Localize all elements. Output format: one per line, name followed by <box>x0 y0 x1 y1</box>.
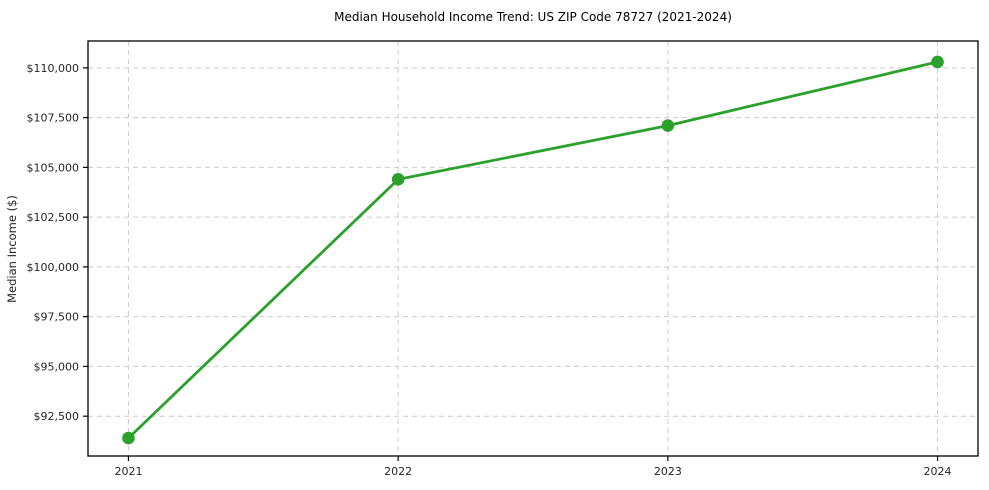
y-tick-label: $110,000 <box>27 62 80 75</box>
plot-border <box>87 40 979 457</box>
y-tick-label: $107,500 <box>27 112 80 125</box>
x-tick-label: 2023 <box>654 465 682 478</box>
x-tick-label: 2022 <box>384 465 412 478</box>
y-tick-label: $92,500 <box>34 410 80 423</box>
data-point-2021 <box>122 431 135 445</box>
data-point-2024 <box>931 55 944 69</box>
y-tick-label: $100,000 <box>27 261 80 274</box>
x-tick-label: 2024 <box>924 465 952 478</box>
trend-line <box>127 60 939 440</box>
y-tick-label: $105,000 <box>27 161 80 174</box>
y-axis-label: Median Income ($) <box>5 195 19 303</box>
y-tick-label: $97,500 <box>34 311 80 324</box>
chart-title: Median Household Income Trend: US ZIP Co… <box>334 10 732 24</box>
x-tick-label: 2021 <box>114 465 142 478</box>
y-tick-label: $95,000 <box>34 360 80 373</box>
data-point-2022 <box>391 173 405 186</box>
y-tick-label: $102,500 <box>27 211 80 224</box>
plot-area: 2021 2022 2023 2024 $92,500 $95,000 $97,500 $10… <box>27 40 979 478</box>
data-point-2023 <box>661 119 675 132</box>
